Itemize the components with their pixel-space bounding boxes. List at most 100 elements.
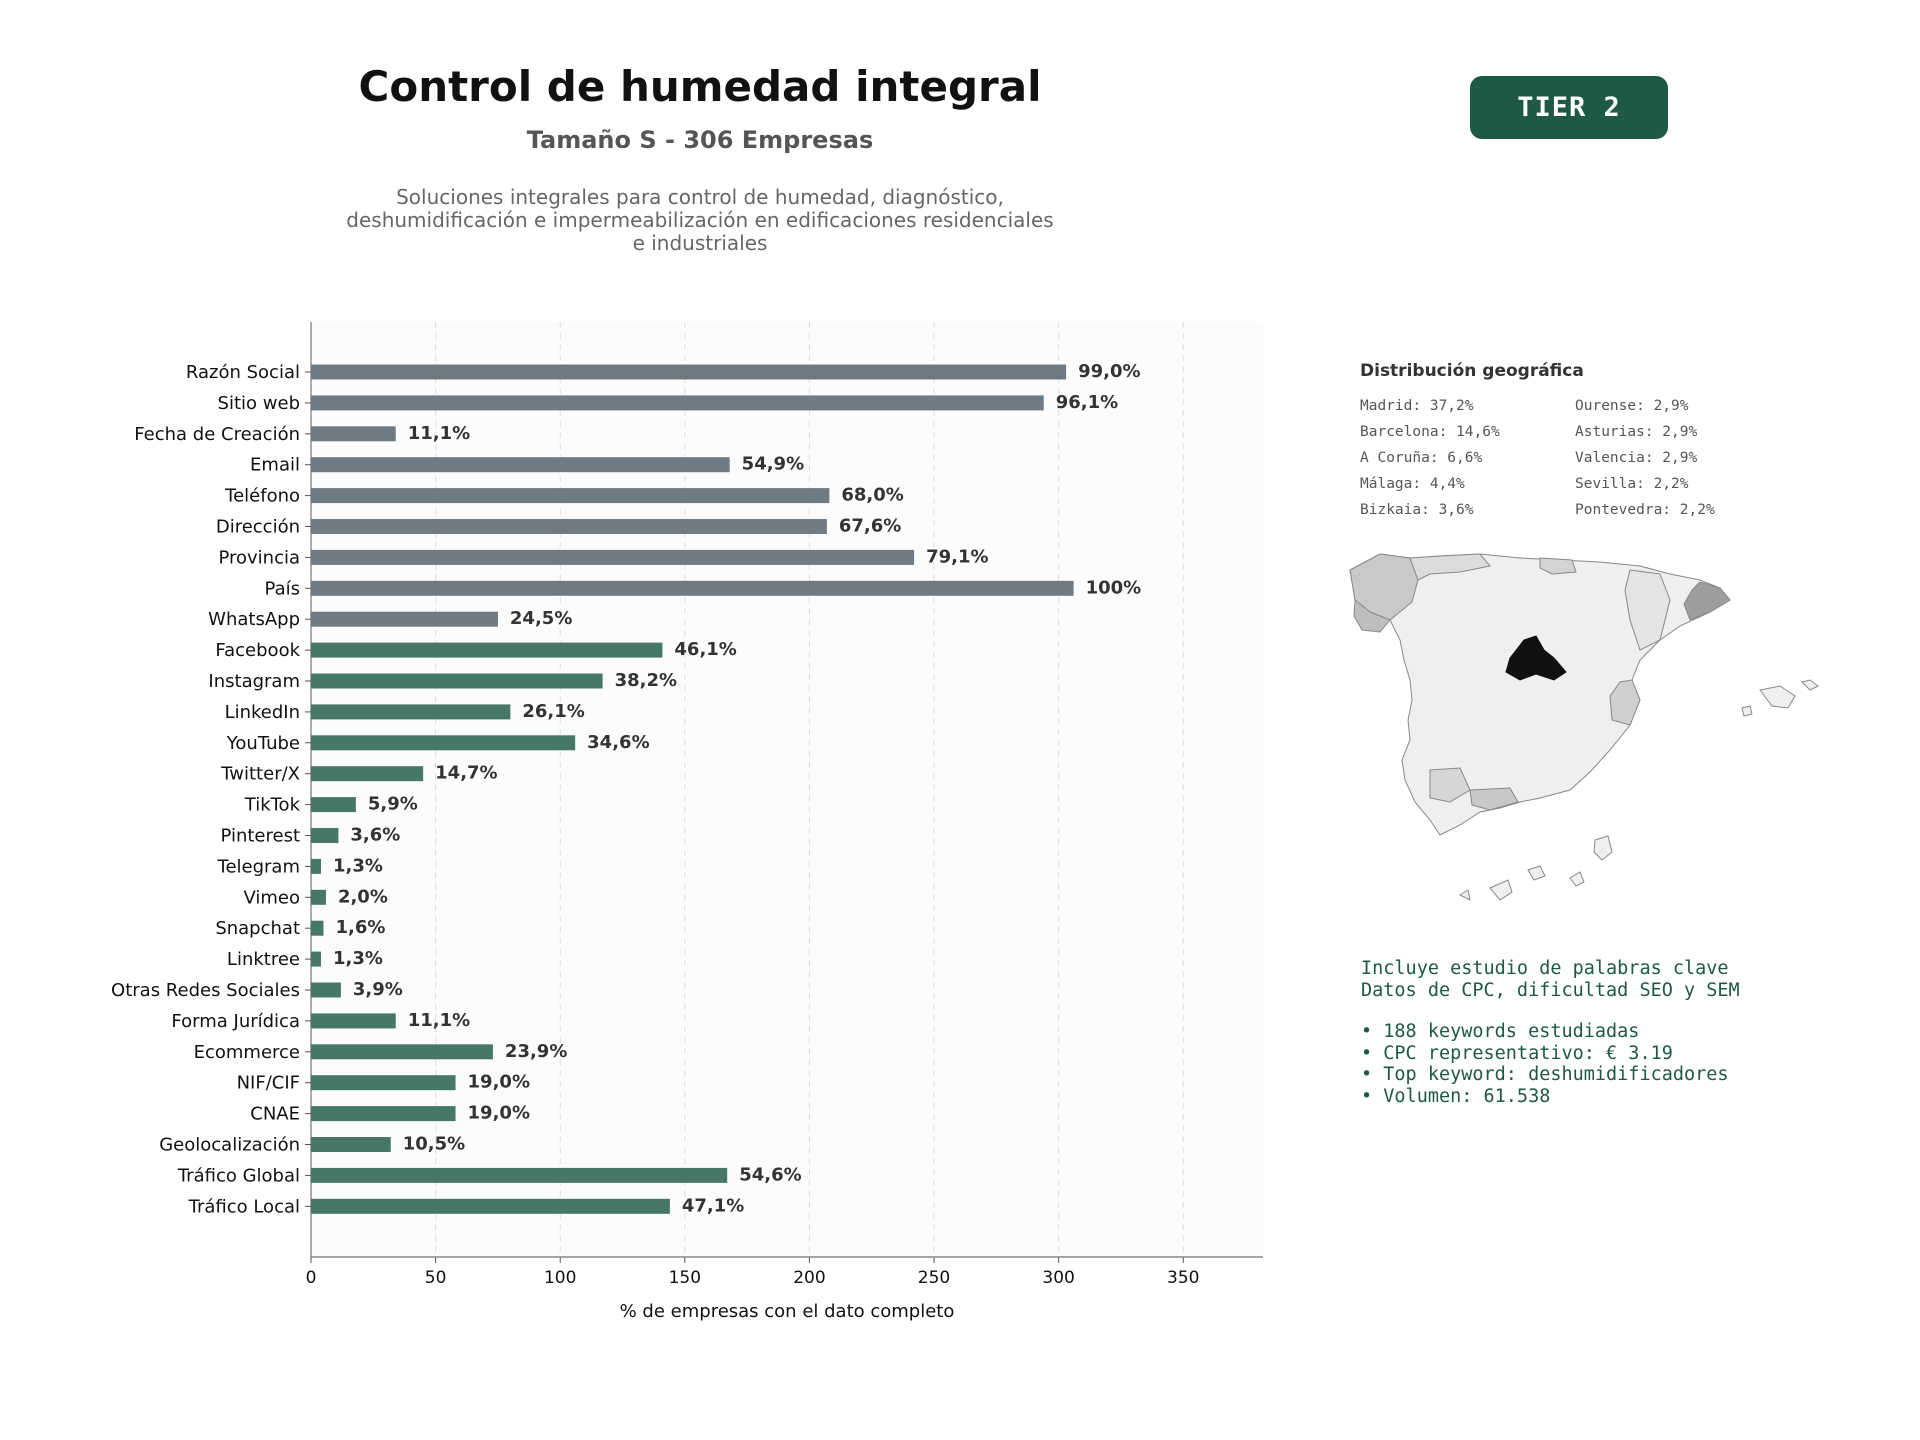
- map-asturias: [1409, 553, 1491, 581]
- category-label: Razón Social: [186, 362, 300, 383]
- bar: [311, 797, 356, 813]
- value-label: 11,1%: [408, 1010, 470, 1031]
- bar: [311, 1106, 456, 1122]
- description: Soluciones integrales para control de hu…: [0, 186, 1400, 255]
- bar: [311, 488, 830, 504]
- keywords-box: Incluye estudio de palabras clave Datos …: [1361, 958, 1740, 1107]
- geo-item: Málaga: 4,4%: [1360, 476, 1465, 492]
- value-label: 100%: [1086, 577, 1142, 598]
- value-label: 19,0%: [468, 1072, 530, 1093]
- description-line: e industriales: [632, 231, 768, 255]
- bar: [311, 580, 1074, 596]
- bar: [311, 1198, 670, 1214]
- tier-badge: TIER 2: [1470, 76, 1668, 139]
- value-label: 68,0%: [841, 485, 903, 506]
- value-label: 11,1%: [408, 423, 470, 444]
- value-label: 23,9%: [505, 1041, 567, 1062]
- value-label: 79,1%: [926, 546, 988, 567]
- map-bizkaia: [1539, 557, 1577, 575]
- bar: [311, 951, 321, 967]
- value-label: 10,5%: [403, 1134, 465, 1155]
- bar: [311, 982, 341, 998]
- map-pontevedra: [1353, 599, 1391, 633]
- category-label: Vimeo: [243, 887, 300, 908]
- geo-item: Barcelona: 14,6%: [1360, 424, 1500, 440]
- x-tick-label: 150: [669, 1268, 701, 1288]
- value-label: 99,0%: [1078, 361, 1140, 382]
- value-label: 54,6%: [739, 1164, 801, 1185]
- map-regions: [1349, 553, 1819, 901]
- bar: [311, 549, 915, 565]
- category-label: País: [265, 578, 300, 599]
- category-label: Facebook: [215, 640, 300, 661]
- value-label: 26,1%: [522, 701, 584, 722]
- bar: [311, 1075, 456, 1091]
- x-axis-label: % de empresas con el dato completo: [620, 1301, 955, 1322]
- geo-item: Pontevedra: 2,2%: [1575, 502, 1715, 518]
- keywords-bullet: • CPC representativo: € 3.19: [1361, 1042, 1673, 1064]
- value-label: 24,5%: [510, 608, 572, 629]
- geo-title: Distribución geográfica: [1360, 361, 1584, 381]
- bar: [311, 704, 511, 720]
- category-label: WhatsApp: [208, 609, 300, 630]
- map-canary-islands: [1458, 835, 1613, 901]
- category-label: LinkedIn: [225, 702, 300, 723]
- value-label: 1,6%: [335, 917, 385, 938]
- bar: [311, 457, 730, 473]
- category-label: Otras Redes Sociales: [111, 980, 300, 1001]
- geo-item: Valencia: 2,9%: [1575, 450, 1698, 466]
- value-label: 67,6%: [839, 516, 901, 537]
- value-label: 14,7%: [435, 763, 497, 784]
- bar: [311, 920, 324, 936]
- map-malaga: [1469, 787, 1519, 811]
- category-label: CNAE: [250, 1104, 300, 1125]
- category-label: Dirección: [216, 517, 300, 538]
- bar: [311, 1137, 391, 1152]
- category-label: Teléfono: [224, 486, 300, 507]
- description-line: deshumidificación e impermeabilización e…: [346, 208, 1054, 232]
- category-label: Telegram: [217, 856, 300, 877]
- category-label: Snapchat: [215, 918, 300, 939]
- bar: [311, 735, 576, 751]
- keywords-line: Datos de CPC, dificultad SEO y SEM: [1361, 979, 1740, 1001]
- page-title: Control de humedad integral: [358, 62, 1042, 111]
- map-balearics: [1741, 679, 1819, 717]
- category-label: Fecha de Creación: [134, 424, 300, 445]
- map-madrid: [1505, 635, 1567, 681]
- geo-item: A Coruña: 6,6%: [1360, 450, 1483, 466]
- category-label: Sitio web: [218, 393, 300, 414]
- category-label: Pinterest: [220, 826, 300, 847]
- category-label: TikTok: [244, 795, 301, 816]
- value-label: 38,2%: [615, 670, 677, 691]
- geo-item: Asturias: 2,9%: [1575, 424, 1698, 440]
- keywords-bullet: • 188 keywords estudiadas: [1361, 1021, 1640, 1042]
- value-label: 34,6%: [587, 732, 649, 753]
- bar: [311, 519, 827, 534]
- bar: [311, 426, 396, 442]
- category-label: Email: [250, 455, 300, 476]
- keywords-bullet: • Volumen: 61.538: [1361, 1085, 1551, 1107]
- x-tick-label: 50: [425, 1268, 447, 1288]
- value-label: 2,0%: [338, 886, 388, 907]
- category-label: Instagram: [208, 671, 300, 692]
- bar: [311, 1044, 493, 1060]
- category-label: Twitter/X: [220, 764, 300, 785]
- category-label: Provincia: [218, 547, 300, 568]
- category-label: Ecommerce: [194, 1042, 300, 1063]
- map-barcelona: [1683, 581, 1731, 621]
- bar: [311, 1167, 728, 1183]
- bar: [311, 364, 1067, 380]
- category-label: Geolocalización: [159, 1135, 300, 1156]
- keywords-bullet: • Top keyword: deshumidificadores: [1361, 1064, 1729, 1085]
- map-aragon: [1624, 569, 1671, 651]
- bar: [311, 858, 321, 874]
- x-tick-label: 250: [918, 1268, 950, 1288]
- keywords-line: Incluye estudio de palabras clave: [1361, 958, 1729, 979]
- bar: [311, 766, 424, 782]
- description-line: Soluciones integrales para control de hu…: [396, 185, 1004, 209]
- x-tick-label: 200: [793, 1268, 825, 1288]
- x-tick-label: 100: [544, 1268, 576, 1288]
- spain-map: [1349, 553, 1819, 901]
- value-label: 3,9%: [353, 979, 403, 1000]
- x-tick-label: 350: [1167, 1268, 1199, 1288]
